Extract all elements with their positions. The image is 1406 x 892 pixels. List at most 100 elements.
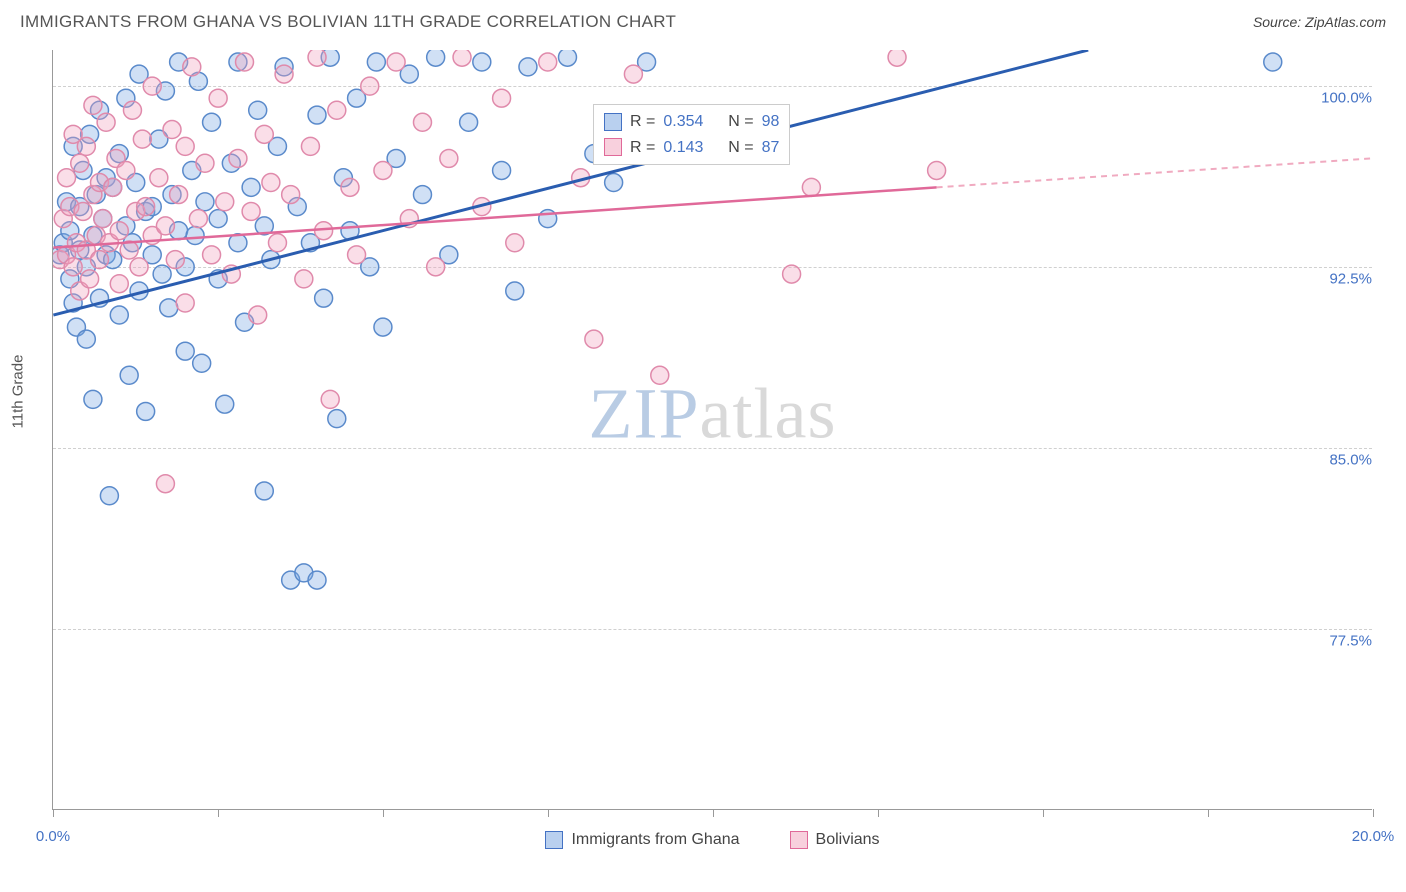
data-point (137, 198, 155, 216)
source-attribution: Source: ZipAtlas.com (1253, 14, 1386, 30)
data-point (315, 289, 333, 307)
legend-item-bolivians: Bolivians (790, 831, 880, 849)
data-point (255, 482, 273, 500)
data-point (605, 174, 623, 192)
swatch-pink-icon (604, 138, 622, 156)
data-point (321, 390, 339, 408)
data-point (97, 113, 115, 131)
series-legend: Immigrants from Ghana Bolivians (53, 831, 1372, 849)
data-point (183, 58, 201, 76)
x-tick (878, 809, 879, 817)
data-point (153, 265, 171, 283)
data-point (427, 50, 445, 66)
swatch-blue-icon (545, 831, 563, 849)
x-tick (713, 809, 714, 817)
data-point (348, 246, 366, 264)
legend-row-bolivians: R = 0.143 N = 87 (604, 135, 779, 161)
data-point (203, 246, 221, 264)
data-point (387, 53, 405, 71)
legend-item-ghana: Immigrants from Ghana (545, 831, 739, 849)
data-point (160, 299, 178, 317)
data-point (186, 227, 204, 245)
data-point (176, 137, 194, 155)
data-point (176, 294, 194, 312)
data-point (137, 402, 155, 420)
legend-row-ghana: R = 0.354 N = 98 (604, 109, 779, 135)
data-point (94, 210, 112, 228)
data-point (77, 137, 95, 155)
trend-line-bolivians-extrapolated (937, 158, 1372, 187)
data-point (262, 174, 280, 192)
data-point (196, 154, 214, 172)
data-point (539, 53, 557, 71)
data-point (216, 395, 234, 413)
data-point (374, 318, 392, 336)
x-tick-label: 20.0% (1352, 828, 1395, 845)
data-point (473, 53, 491, 71)
data-point (84, 96, 102, 114)
data-point (559, 50, 577, 66)
data-point (170, 186, 188, 204)
data-point (328, 410, 346, 428)
data-point (100, 487, 118, 505)
data-point (64, 258, 82, 276)
data-point (301, 137, 319, 155)
data-point (440, 149, 458, 167)
data-point (624, 65, 642, 83)
x-tick (383, 809, 384, 817)
data-point (453, 50, 471, 66)
data-point (888, 50, 906, 66)
data-point (249, 306, 267, 324)
data-point (209, 210, 227, 228)
data-point (150, 169, 168, 187)
data-point (506, 234, 524, 252)
x-tick-label: 0.0% (36, 828, 70, 845)
data-point (308, 50, 326, 66)
data-point (242, 202, 260, 220)
data-point (413, 186, 431, 204)
x-tick (1043, 809, 1044, 817)
data-point (506, 282, 524, 300)
data-point (519, 58, 537, 76)
x-tick (1208, 809, 1209, 817)
data-point (163, 121, 181, 139)
data-point (110, 275, 128, 293)
data-point (71, 154, 89, 172)
data-point (77, 330, 95, 348)
data-point (91, 251, 109, 269)
data-point (123, 101, 141, 119)
x-tick (53, 809, 54, 817)
x-tick (1373, 809, 1374, 817)
data-point (120, 366, 138, 384)
data-point (460, 113, 478, 131)
data-point (133, 130, 151, 148)
data-point (275, 65, 293, 83)
data-point (427, 258, 445, 276)
data-point (268, 234, 286, 252)
data-point (783, 265, 801, 283)
data-point (928, 161, 946, 179)
data-point (189, 210, 207, 228)
data-point (166, 251, 184, 269)
data-point (236, 53, 254, 71)
swatch-blue-icon (604, 113, 622, 131)
data-point (328, 101, 346, 119)
data-point (242, 178, 260, 196)
data-point (493, 161, 511, 179)
data-point (104, 178, 122, 196)
data-point (308, 571, 326, 589)
data-point (282, 186, 300, 204)
data-point (58, 169, 76, 187)
data-point (110, 222, 128, 240)
data-point (156, 217, 174, 235)
data-point (74, 202, 92, 220)
correlation-legend: R = 0.354 N = 98 R = 0.143 N = 87 (593, 104, 790, 165)
data-point (367, 53, 385, 71)
data-point (84, 390, 102, 408)
data-point (295, 270, 313, 288)
data-point (308, 106, 326, 124)
y-axis-label: 11th Grade (10, 355, 27, 429)
data-point (1264, 53, 1282, 71)
data-point (216, 193, 234, 211)
data-point (156, 475, 174, 493)
